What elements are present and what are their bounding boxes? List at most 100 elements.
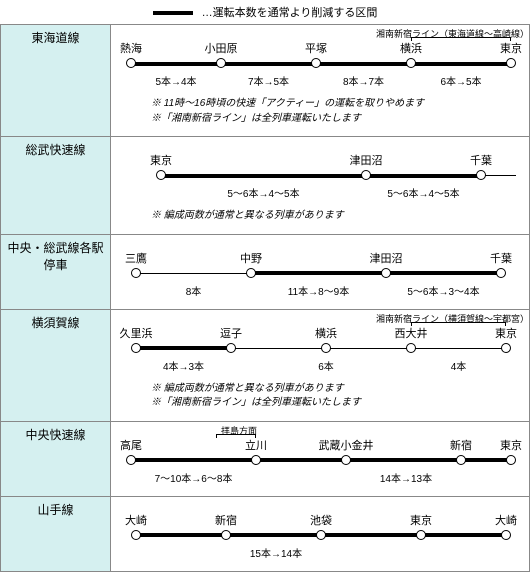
station-marker (381, 268, 391, 278)
station-marker (156, 170, 166, 180)
line-diagram: 4本→3本6本4本久里浜逗子横浜西大井東京 (121, 328, 521, 376)
station-marker (416, 530, 426, 540)
station-marker (131, 268, 141, 278)
station-marker (456, 455, 466, 465)
segment-thick (251, 271, 386, 275)
station-marker (311, 58, 321, 68)
line-name-cell: 山手線 (1, 496, 111, 571)
station-marker (341, 455, 351, 465)
segment-thick (221, 62, 316, 66)
station-label: 東京 (500, 40, 522, 56)
station-label: 高尾 (120, 437, 142, 453)
line-content-cell: 湘南新宿ライン（東海道線～高崎線）5本→4本7本→5本8本→7本6本→5本熱海小… (111, 25, 530, 137)
segment-thick (316, 62, 411, 66)
station-marker (321, 343, 331, 353)
segment-label: 6本 (318, 358, 334, 373)
segment-label: 7～10本→6～8本 (155, 470, 233, 485)
line-diagram: 15本→14本 大崎 新宿 池袋 東京 大崎 (121, 515, 521, 563)
station-marker (316, 530, 326, 540)
station-label: 小田原 (205, 40, 238, 56)
station-marker (406, 343, 416, 353)
segment-thick (346, 458, 511, 462)
segment-label: 8本 (186, 283, 202, 298)
segment-label: 5～6本→4～5本 (387, 185, 459, 200)
station-label: 千葉 (490, 250, 512, 266)
segment-thick (136, 346, 231, 350)
line-content-cell: 15本→14本 大崎 新宿 池袋 東京 大崎 (111, 496, 530, 571)
segment-label: 14本→13本 (380, 470, 432, 485)
station-marker (226, 343, 236, 353)
station-label: 大崎 (495, 512, 517, 528)
station-marker (126, 58, 136, 68)
station-marker (476, 170, 486, 180)
line-name-cell: 中央快速線 (1, 421, 111, 496)
line-content-cell: 5～6本→4～5本 5～6本→4～5本 東京 津田沼 千葉 ※ 編成両数が通常と異なる列車… (111, 137, 530, 235)
segment-thick (161, 174, 366, 178)
line-name-cell: 横須賀線 (1, 309, 111, 421)
station-label: 千葉 (470, 152, 492, 168)
segment-thick (386, 271, 501, 275)
line-name-cell: 東海道線 (1, 25, 111, 137)
station-label: 立川 (245, 437, 267, 453)
line-content-cell: 湘南新宿ライン（横須賀線～宇都宮）4本→3本6本4本久里浜逗子横浜西大井東京※ … (111, 309, 530, 421)
station-label: 武蔵小金井 (319, 437, 374, 453)
segment-label: 5～6本→4～5本 (227, 185, 299, 200)
station-label: 津田沼 (370, 250, 403, 266)
station-label: 東京 (500, 437, 522, 453)
line-name-cell: 中央・総武線各駅停車 (1, 234, 111, 309)
segment-thick (131, 458, 256, 462)
segment-thin (411, 348, 506, 349)
station-label: 平塚 (305, 40, 327, 56)
station-marker (506, 455, 516, 465)
legend-text: …運転本数を通常より削減する区間 (202, 7, 378, 19)
line-notes: ※ 編成両数が通常と異なる列車があります※「湘南新宿ライン」は全列車運転いたしま… (151, 382, 519, 411)
segment-label: 8本→7本 (343, 73, 384, 88)
station-marker (496, 268, 506, 278)
segment-label: 7本→5本 (248, 73, 289, 88)
station-label: 中野 (240, 250, 262, 266)
line-notes: ※ 編成両数が通常と異なる列車があります (151, 209, 519, 224)
station-label: 久里浜 (120, 325, 153, 341)
station-marker (501, 530, 511, 540)
station-label: 逗子 (220, 325, 242, 341)
segment-label: 15本→14本 (250, 545, 302, 560)
line-diagram: 7～10本→6～8本 14本→13本 高尾 立川 武蔵小金井 新宿 東京 (121, 440, 521, 488)
station-label: 東京 (495, 325, 517, 341)
segment-label: 5本→4本 (155, 73, 196, 88)
station-label: 池袋 (310, 512, 332, 528)
station-marker (221, 530, 231, 540)
station-label: 横浜 (315, 325, 337, 341)
line-diagram: 5本→4本 7本→5本 8本→7本 6本→5本 熱海 小田原 平塚 横浜 東京 (121, 43, 521, 91)
segment-label: 11本→8～9本 (288, 283, 350, 298)
station-marker (506, 58, 516, 68)
station-marker (126, 455, 136, 465)
station-label: 大崎 (125, 512, 147, 528)
segment-thick (256, 458, 346, 462)
station-label: 東京 (410, 512, 432, 528)
segment-thick (366, 174, 481, 178)
station-marker (131, 343, 141, 353)
station-marker (216, 58, 226, 68)
station-marker (501, 343, 511, 353)
segment-label: 6本→5本 (440, 73, 481, 88)
line-notes: ※ 11時～16時頃の快速「アクティー」の運転を取りやめます※「湘南新宿ライン」… (151, 97, 519, 126)
station-label: 西大井 (395, 325, 428, 341)
station-label: 三鷹 (125, 250, 147, 266)
line-diagram: 8本11本→8～9本5～6本→3～4本三鷹中野津田沼千葉 (121, 253, 521, 301)
station-marker (246, 268, 256, 278)
station-label: 津田沼 (350, 152, 383, 168)
station-marker (251, 455, 261, 465)
station-label: 新宿 (215, 512, 237, 528)
station-label: 新宿 (450, 437, 472, 453)
station-marker (131, 530, 141, 540)
station-label: 横浜 (400, 40, 422, 56)
legend-bar-icon (153, 11, 193, 15)
segment-thin (136, 273, 251, 274)
line-content-cell: 拝島方面7～10本→6～8本14本→13本高尾立川武蔵小金井新宿東京 (111, 421, 530, 496)
segment-thick (411, 62, 511, 66)
station-marker (361, 170, 371, 180)
lines-table: 東海道線湘南新宿ライン（東海道線～高崎線）5本→4本7本→5本8本→7本6本→5… (0, 24, 530, 572)
station-label: 熱海 (120, 40, 142, 56)
segment-thick (131, 62, 221, 66)
station-label: 東京 (150, 152, 172, 168)
